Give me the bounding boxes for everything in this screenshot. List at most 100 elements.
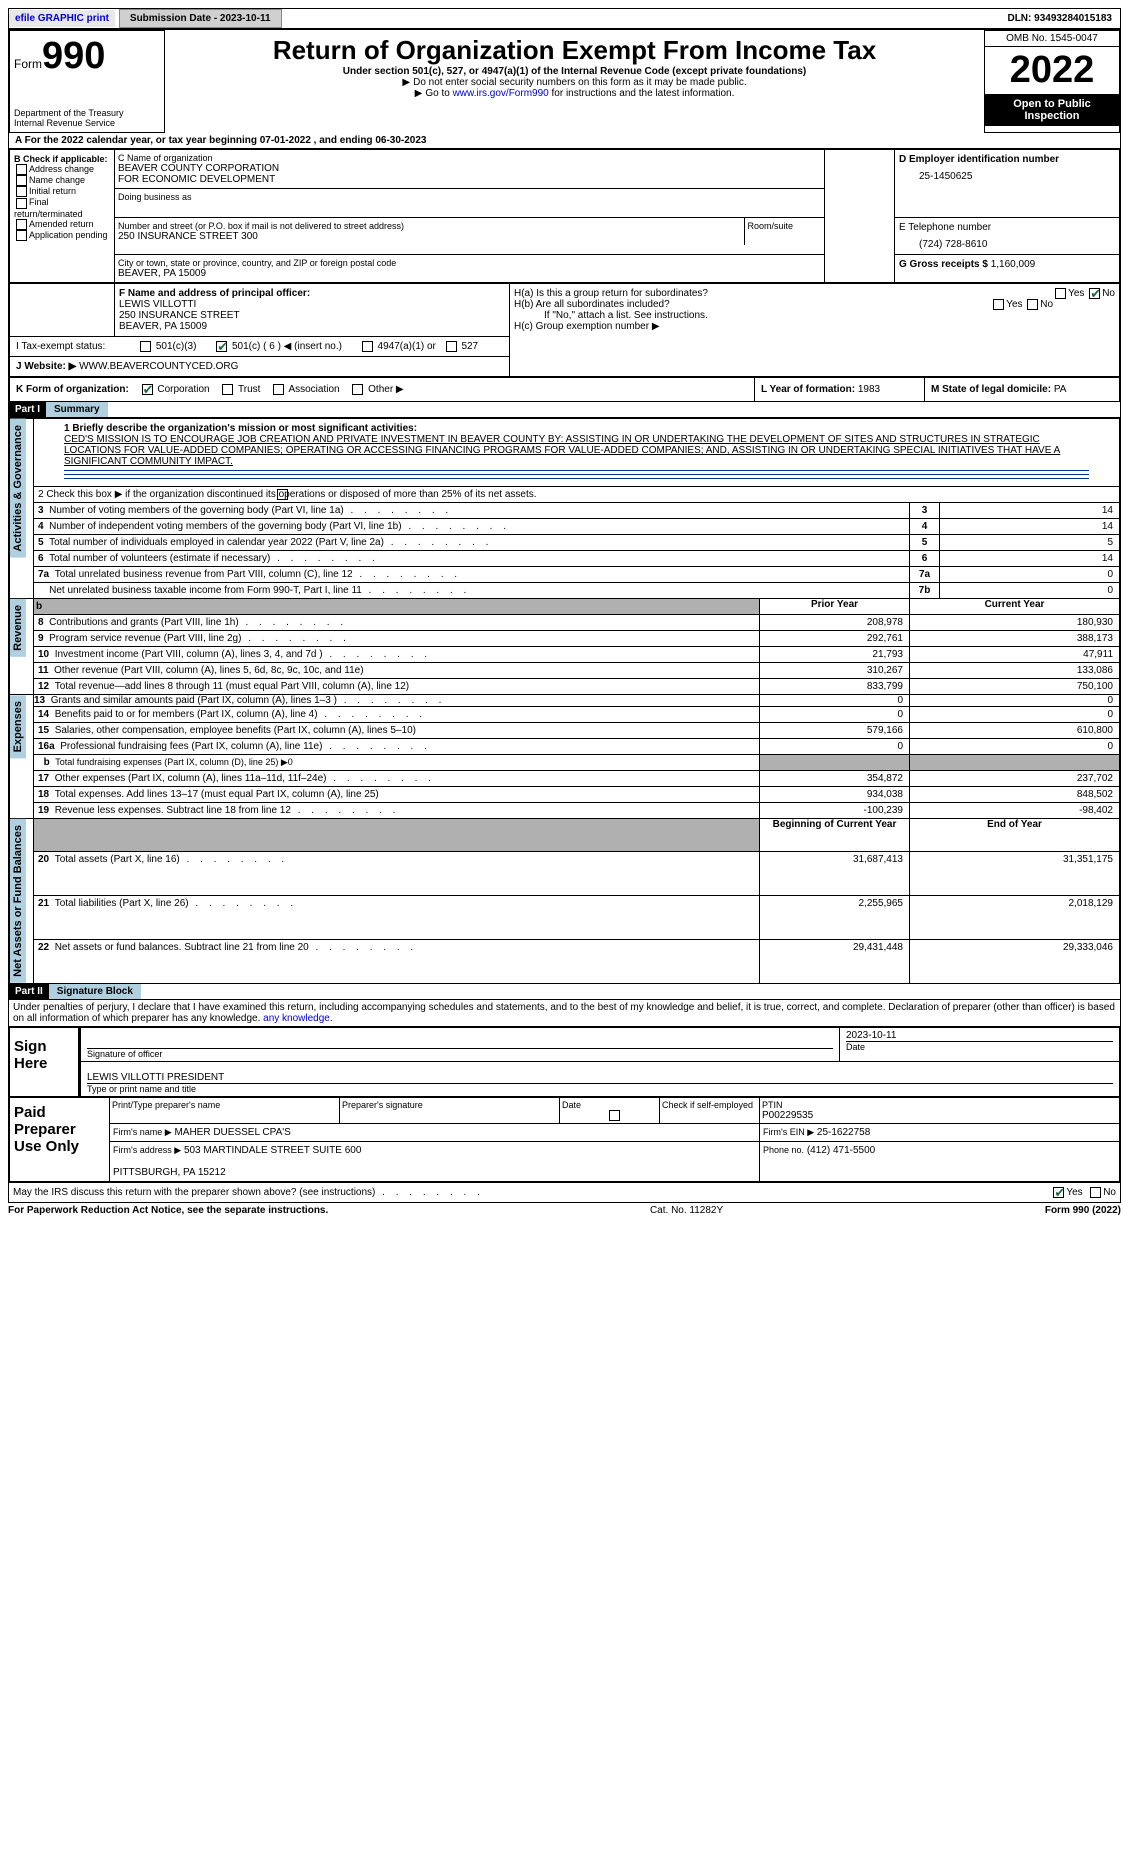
checkbox-hb-no[interactable] (1027, 299, 1038, 310)
form-number: 990 (42, 35, 105, 77)
mission-text: CED'S MISSION IS TO ENCOURAGE JOB CREATI… (64, 434, 1089, 467)
section-revenue: Revenue (10, 599, 26, 657)
checkbox-527[interactable] (446, 341, 457, 352)
box-b-title: B Check if applicable: (14, 154, 110, 164)
checkbox-initial-return[interactable] (16, 186, 27, 197)
firm-addr-label: Firm's address ▶ (113, 1145, 181, 1155)
footer-right: Form 990 (2022) (1045, 1205, 1121, 1216)
penalty-text: Under penalties of perjury, I declare th… (9, 999, 1120, 1027)
city-label: City or town, state or province, country… (118, 258, 821, 268)
checkbox-ha-yes[interactable] (1055, 288, 1066, 299)
header-table: Form990 Department of the Treasury Inter… (9, 30, 1120, 133)
ein-label: D Employer identification number (899, 154, 1115, 165)
footer-left: For Paperwork Reduction Act Notice, see … (8, 1205, 328, 1216)
checkbox-501c3[interactable] (140, 341, 151, 352)
mission-label: 1 Briefly describe the organization's mi… (64, 423, 1089, 434)
address-value: 250 INSURANCE STREET 300 (118, 231, 741, 242)
paid-preparer-table: Paid Preparer Use Only Print/Type prepar… (9, 1097, 1120, 1182)
city-value: BEAVER, PA 15009 (118, 268, 821, 279)
self-employed-label: Check if self-employed (660, 1098, 760, 1124)
checkbox-corp[interactable] (142, 384, 153, 395)
part1-tag: Part I (9, 402, 46, 417)
org-name: BEAVER COUNTY CORPORATION FOR ECONOMIC D… (118, 163, 821, 185)
form-org-label: K Form of organization: (16, 384, 129, 395)
form-subtitle: Under section 501(c), 527, or 4947(a)(1)… (169, 66, 980, 77)
topbar: efile GRAPHIC print Submission Date - 20… (8, 8, 1121, 29)
efile-print-link[interactable]: efile GRAPHIC print (9, 10, 115, 27)
checkbox-hb-yes[interactable] (993, 299, 1004, 310)
open-inspection: Open to Public Inspection (985, 94, 1119, 126)
paid-preparer-label: Paid Preparer Use Only (10, 1098, 110, 1182)
checkbox-assoc[interactable] (273, 384, 284, 395)
checkbox-discontinued[interactable] (277, 489, 288, 500)
section-governance: Activities & Governance (10, 419, 26, 558)
ssn-warning: Do not enter social security numbers on … (169, 77, 980, 88)
discuss-row: May the IRS discuss this return with the… (9, 1182, 1120, 1202)
form-title: Return of Organization Exempt From Incom… (169, 35, 980, 66)
group-return-note: If "No," attach a list. See instructions… (514, 310, 1115, 321)
prep-sig-label: Preparer's signature (340, 1098, 560, 1124)
submission-date-button[interactable]: Submission Date - 2023-10-11 (119, 9, 282, 28)
checkbox-address-change[interactable] (16, 164, 27, 175)
org-name-label: C Name of organization (118, 153, 821, 163)
address-label: Number and street (or P.O. box if mail i… (118, 221, 741, 231)
dln-label: DLN: 93493284015183 (999, 10, 1120, 27)
firm-name: MAHER DUESSEL CPA'S (174, 1127, 290, 1138)
group-return-a: H(a) Is this a group return for subordin… (514, 288, 1115, 299)
line2: 2 Check this box ▶ if the organization d… (34, 487, 1120, 503)
firm-ein: 25-1622758 (817, 1127, 870, 1138)
omb-number: OMB No. 1545-0047 (985, 31, 1119, 47)
year-formation-value: 1983 (858, 384, 880, 395)
part1-title: Summary (46, 402, 108, 417)
checkbox-4947[interactable] (362, 341, 373, 352)
checkbox-final-return[interactable] (16, 198, 27, 209)
checkbox-discuss-no[interactable] (1090, 1187, 1101, 1198)
checkbox-discuss-yes[interactable] (1053, 1187, 1064, 1198)
tax-year: 2022 (985, 47, 1119, 94)
checkbox-name-change[interactable] (16, 175, 27, 186)
firm-phone: (412) 471-5500 (807, 1145, 875, 1156)
checkbox-501c[interactable] (216, 341, 227, 352)
firm-ein-label: Firm's EIN ▶ (763, 1127, 814, 1137)
checkbox-application-pending[interactable] (16, 230, 27, 241)
footer: For Paperwork Reduction Act Notice, see … (8, 1203, 1121, 1218)
prep-name-label: Print/Type preparer's name (110, 1098, 340, 1124)
period-line: A For the 2022 calendar year, or tax yea… (9, 133, 1120, 149)
goto-line: Go to www.irs.gov/Form990 for instructio… (169, 88, 980, 99)
dba-label: Doing business as (118, 192, 821, 202)
domicile-value: PA (1054, 384, 1067, 395)
form-container: Form990 Department of the Treasury Inter… (8, 29, 1121, 1203)
irs-url-link[interactable]: www.irs.gov/Form990 (453, 88, 549, 99)
officer-label: F Name and address of principal officer: (119, 288, 505, 299)
group-return-b: H(b) Are all subordinates included? Yes … (514, 299, 1115, 310)
gross-value: 1,160,009 (991, 259, 1036, 270)
ein-value: 25-1450625 (899, 165, 1115, 182)
checkbox-self-employed[interactable] (609, 1110, 620, 1121)
ptin-value: P00229535 (762, 1110, 1117, 1121)
phone-label: E Telephone number (899, 222, 1115, 233)
footer-mid: Cat. No. 11282Y (650, 1205, 723, 1216)
phone-value: (724) 728-8610 (899, 233, 1115, 250)
checkbox-ha-no[interactable] (1089, 288, 1100, 299)
checkbox-trust[interactable] (222, 384, 233, 395)
section-expenses: Expenses (10, 695, 26, 758)
section-netassets: Net Assets or Fund Balances (10, 819, 26, 983)
summary-table: Activities & Governance 1 Briefly descri… (9, 418, 1120, 984)
form-label: Form (14, 57, 42, 71)
ptin-label: PTIN (762, 1100, 1117, 1110)
sign-here-table: Sign Here Signature of officer 2023-10-1… (9, 1027, 1120, 1097)
room-label: Room/suite (744, 218, 824, 245)
knowledge-link[interactable]: any knowledge. (263, 1013, 333, 1024)
firm-phone-label: Phone no. (763, 1145, 804, 1155)
officer-name-label: Type or print name and title (87, 1083, 1113, 1094)
firm-name-label: Firm's name ▶ (113, 1127, 172, 1137)
gross-label: G Gross receipts $ (899, 259, 988, 270)
year-formation-label: L Year of formation: (761, 384, 855, 395)
website-row: J Website: ▶ WWW.BEAVERCOUNTYCED.ORG (10, 357, 509, 376)
form-org-table: K Form of organization: Corporation Trus… (9, 377, 1120, 402)
checkbox-amended[interactable] (16, 219, 27, 230)
officer-name: LEWIS VILLOTTI PRESIDENT (87, 1072, 1113, 1083)
checkbox-other[interactable] (352, 384, 363, 395)
officer-value: LEWIS VILLOTTI 250 INSURANCE STREET BEAV… (119, 299, 505, 332)
sign-date: 2023-10-11 (846, 1030, 1113, 1041)
